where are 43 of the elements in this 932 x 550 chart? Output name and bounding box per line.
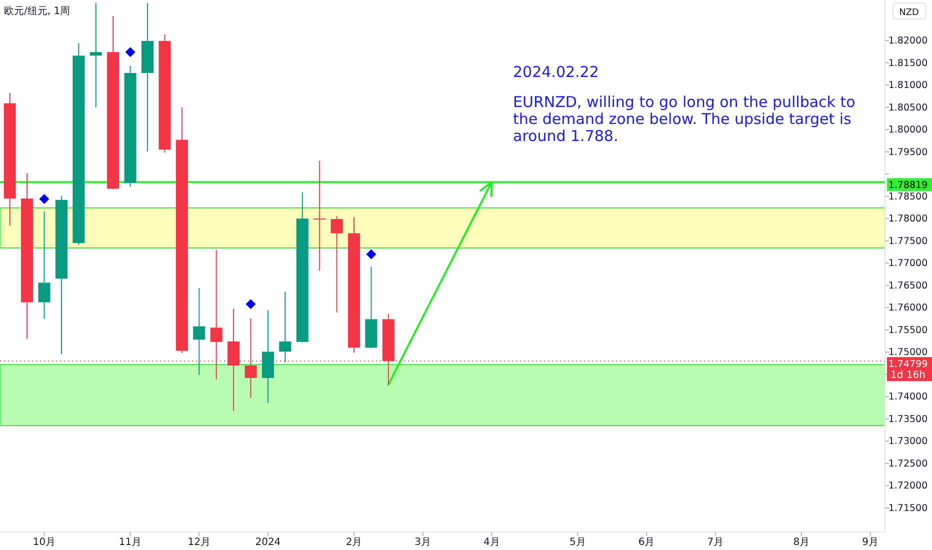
y-tick-label: 1.74000 — [888, 392, 928, 403]
y-tick-label: 1.81500 — [888, 58, 928, 69]
point — [366, 249, 376, 260]
y-tick-label: 1.72000 — [888, 480, 928, 492]
y-tick-label: 1.78500 — [888, 191, 928, 202]
y-tick-label: 1.73500 — [888, 414, 928, 425]
point — [39, 194, 50, 204]
ref-line-label: 1.74799 — [888, 359, 928, 370]
x-tick-label: 11月 — [118, 537, 142, 548]
y-tick-label: 1.81000 — [888, 80, 928, 92]
y-tick-label: 1.77000 — [888, 258, 928, 270]
x-tick-label: 7月 — [707, 537, 724, 548]
y-tick-label: 1.75500 — [888, 324, 928, 336]
x-tick-label: 3月 — [414, 537, 432, 548]
annotation: 2024.02.22 — [513, 63, 599, 81]
y-tick-label: 1.73000 — [888, 436, 928, 448]
x-tick-label: 9月 — [862, 537, 878, 548]
y-tick-label: 1.71500 — [888, 502, 928, 514]
x-tick-label: 12月 — [188, 537, 210, 548]
text: 1d 16h — [890, 370, 926, 382]
point — [125, 47, 136, 58]
x-tick-label: 4月 — [483, 537, 500, 548]
y-tick-label: 1.80000 — [888, 124, 928, 136]
y-tick-label: 1.80500 — [888, 102, 928, 114]
text: 欧元/纽元, 1周 — [4, 5, 70, 17]
x-tick-label: 5月 — [570, 537, 586, 548]
x-tick-label: 6月 — [638, 537, 655, 548]
point — [246, 299, 256, 310]
annotation: EURNZD, willing to go long on the pullback to the demand zone below. The upside target is around 1.788. — [513, 93, 856, 145]
x-tick-label: 2024 — [255, 537, 281, 548]
y-tick-label: 1.79500 — [888, 146, 928, 158]
y-tick-label: 1.78000 — [888, 214, 928, 225]
y-tick-label: 1.82000 — [888, 36, 928, 47]
y-tick-label: 1.77500 — [888, 236, 928, 247]
y-tick-label: 1.76000 — [888, 302, 928, 314]
y-tick-label: 1.75000 — [888, 347, 928, 358]
y-axis-title: NZD — [899, 8, 919, 18]
ref-line-label: 1.78819 — [888, 180, 928, 192]
y-tick-label: 1.72500 — [888, 458, 928, 470]
y-tick-label: 1.76500 — [888, 280, 928, 292]
x-tick-label: 8月 — [793, 537, 810, 548]
x-tick-label: 10月 — [32, 537, 56, 548]
x-tick-label: 2月 — [346, 537, 362, 548]
